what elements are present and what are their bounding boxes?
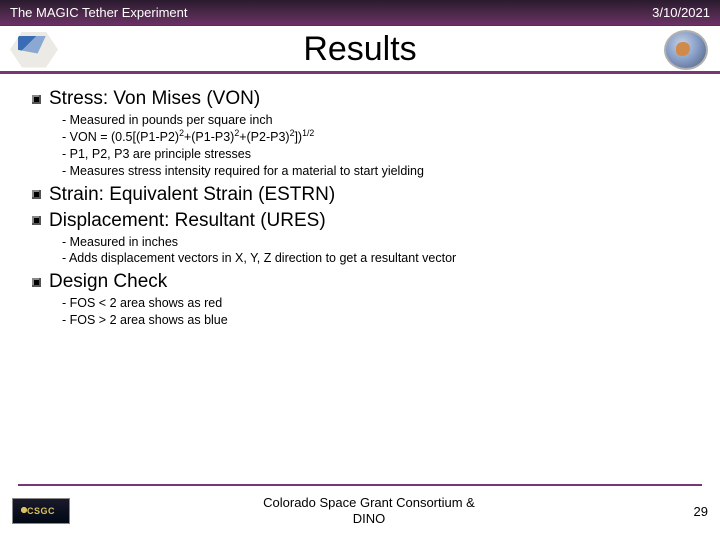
header-date: 3/10/2021	[652, 5, 710, 20]
bullet-icon	[32, 95, 41, 104]
globe-logo-icon	[664, 30, 708, 70]
list-item: Measured in inches	[62, 234, 688, 251]
title-row: Results	[0, 26, 720, 74]
section-heading: Strain: Equivalent Strain (ESTRN)	[32, 184, 688, 206]
section-heading: Displacement: Resultant (URES)	[32, 210, 688, 232]
sub-list: Measured in pounds per square inch VON =…	[32, 112, 688, 180]
list-item: P1, P2, P3 are principle stresses	[62, 146, 688, 163]
slide-title: Results	[60, 30, 660, 69]
page-number: 29	[668, 504, 708, 519]
footer: CSGC Colorado Space Grant Consortium & D…	[0, 490, 720, 532]
heading-text: Stress: Von Mises (VON)	[49, 88, 260, 110]
header-title: The MAGIC Tether Experiment	[10, 5, 188, 20]
footer-logo-text: CSGC	[27, 506, 55, 516]
section-heading: Design Check	[32, 271, 688, 293]
heading-text: Strain: Equivalent Strain (ESTRN)	[49, 184, 335, 206]
footer-org: Colorado Space Grant Consortium & DINO	[70, 495, 668, 528]
footer-org-line2: DINO	[353, 511, 386, 526]
sub-list: FOS < 2 area shows as red FOS > 2 area s…	[32, 295, 688, 329]
logo-right-box	[660, 31, 712, 69]
section-displacement: Displacement: Resultant (URES) Measured …	[32, 210, 688, 268]
header-bar: The MAGIC Tether Experiment 3/10/2021	[0, 0, 720, 26]
section-stress: Stress: Von Mises (VON) Measured in poun…	[32, 88, 688, 180]
sub-list: Measured in inches Adds displacement vec…	[32, 234, 688, 268]
section-heading: Stress: Von Mises (VON)	[32, 88, 688, 110]
heading-text: Design Check	[49, 271, 167, 293]
heading-text: Displacement: Resultant (URES)	[49, 210, 326, 232]
section-strain: Strain: Equivalent Strain (ESTRN)	[32, 184, 688, 206]
section-design-check: Design Check FOS < 2 area shows as red F…	[32, 271, 688, 329]
list-item: VON = (0.5[(P1-P2)2+(P1-P3)2+(P2-P3)2])1…	[62, 129, 688, 146]
bullet-icon	[32, 216, 41, 225]
list-item: FOS < 2 area shows as red	[62, 295, 688, 312]
bullet-icon	[32, 278, 41, 287]
content-area: Stress: Von Mises (VON) Measured in poun…	[0, 74, 720, 329]
list-item: Measured in pounds per square inch	[62, 112, 688, 129]
bullet-icon	[32, 190, 41, 199]
magic-logo-icon	[10, 32, 58, 68]
footer-org-line1: Colorado Space Grant Consortium &	[263, 495, 475, 510]
list-item: Measures stress intensity required for a…	[62, 163, 688, 180]
list-item: Adds displacement vectors in X, Y, Z dir…	[62, 250, 688, 267]
bottom-divider	[18, 484, 702, 486]
csgc-logo-icon: CSGC	[12, 498, 70, 524]
logo-left-box	[8, 31, 60, 69]
list-item: FOS > 2 area shows as blue	[62, 312, 688, 329]
